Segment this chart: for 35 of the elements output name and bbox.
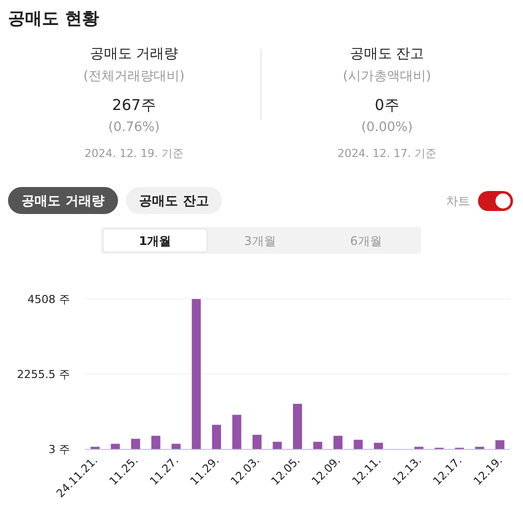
text: 1개월 [138, 234, 172, 248]
bar [131, 438, 140, 449]
bar [151, 436, 160, 449]
bar [354, 440, 363, 449]
text: 0주 [374, 96, 400, 114]
text: (0.76%) [108, 120, 160, 135]
bar [252, 434, 262, 449]
text: 공매도 잔고 [350, 46, 424, 62]
text: 차트 [446, 194, 470, 208]
text: 3개월 [244, 234, 276, 248]
y-tick-label: 3 주 [48, 443, 70, 456]
text: 공매도 거래량 [22, 194, 104, 209]
bar [374, 442, 383, 449]
text: 공매도 현황 [8, 9, 99, 29]
bar [110, 444, 120, 449]
bar [333, 436, 342, 449]
text: 2024. 12. 17. 기준 [338, 147, 436, 160]
y-tick-label: 4508 주 [28, 293, 70, 306]
text: 공매도 거래량 [90, 46, 178, 62]
bar [293, 404, 302, 449]
text: 2024. 12. 19. 기준 [84, 147, 184, 160]
bar [192, 299, 201, 449]
bar [212, 424, 222, 449]
bar [313, 442, 322, 449]
text: 6개월 [350, 234, 382, 248]
text: 공매도 잔고 [139, 194, 209, 209]
text: 267주 [112, 96, 156, 114]
text: (전체거래량대비) [83, 69, 185, 84]
y-tick-label: 2255.5 주 [17, 368, 70, 381]
bar [232, 414, 242, 449]
bar [172, 444, 181, 449]
text: (0.00%) [361, 120, 413, 135]
bar [495, 440, 504, 449]
text: (시가총액대비) [342, 69, 432, 84]
bar [272, 442, 282, 449]
